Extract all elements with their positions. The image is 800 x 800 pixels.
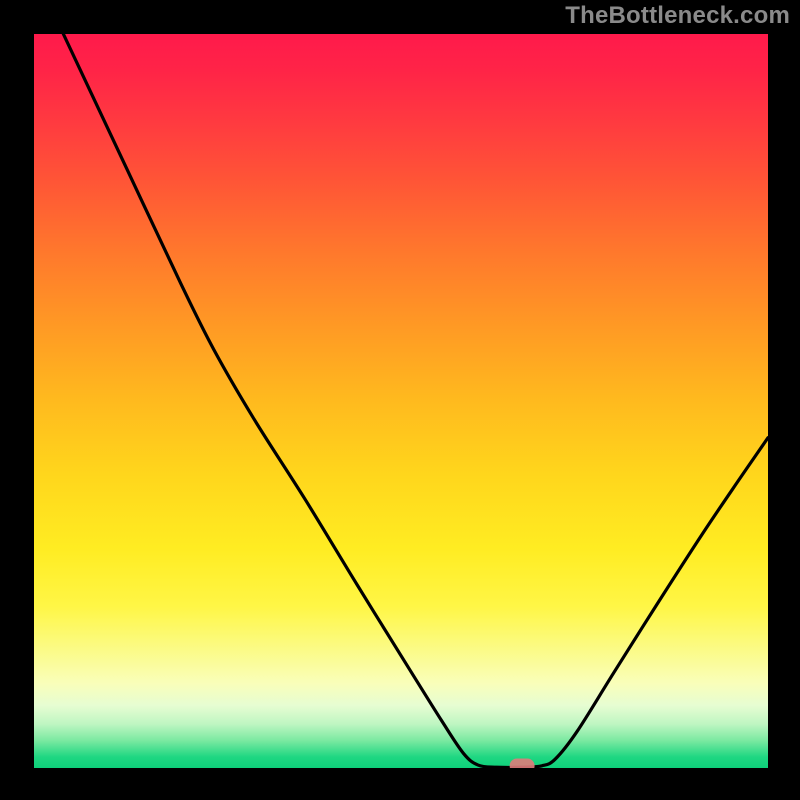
optimal-point-marker — [510, 758, 535, 768]
bottleneck-chart — [34, 34, 768, 768]
watermark-text: TheBottleneck.com — [565, 2, 790, 30]
plot-area — [34, 34, 768, 768]
chart-frame: TheBottleneck.com — [0, 0, 800, 800]
